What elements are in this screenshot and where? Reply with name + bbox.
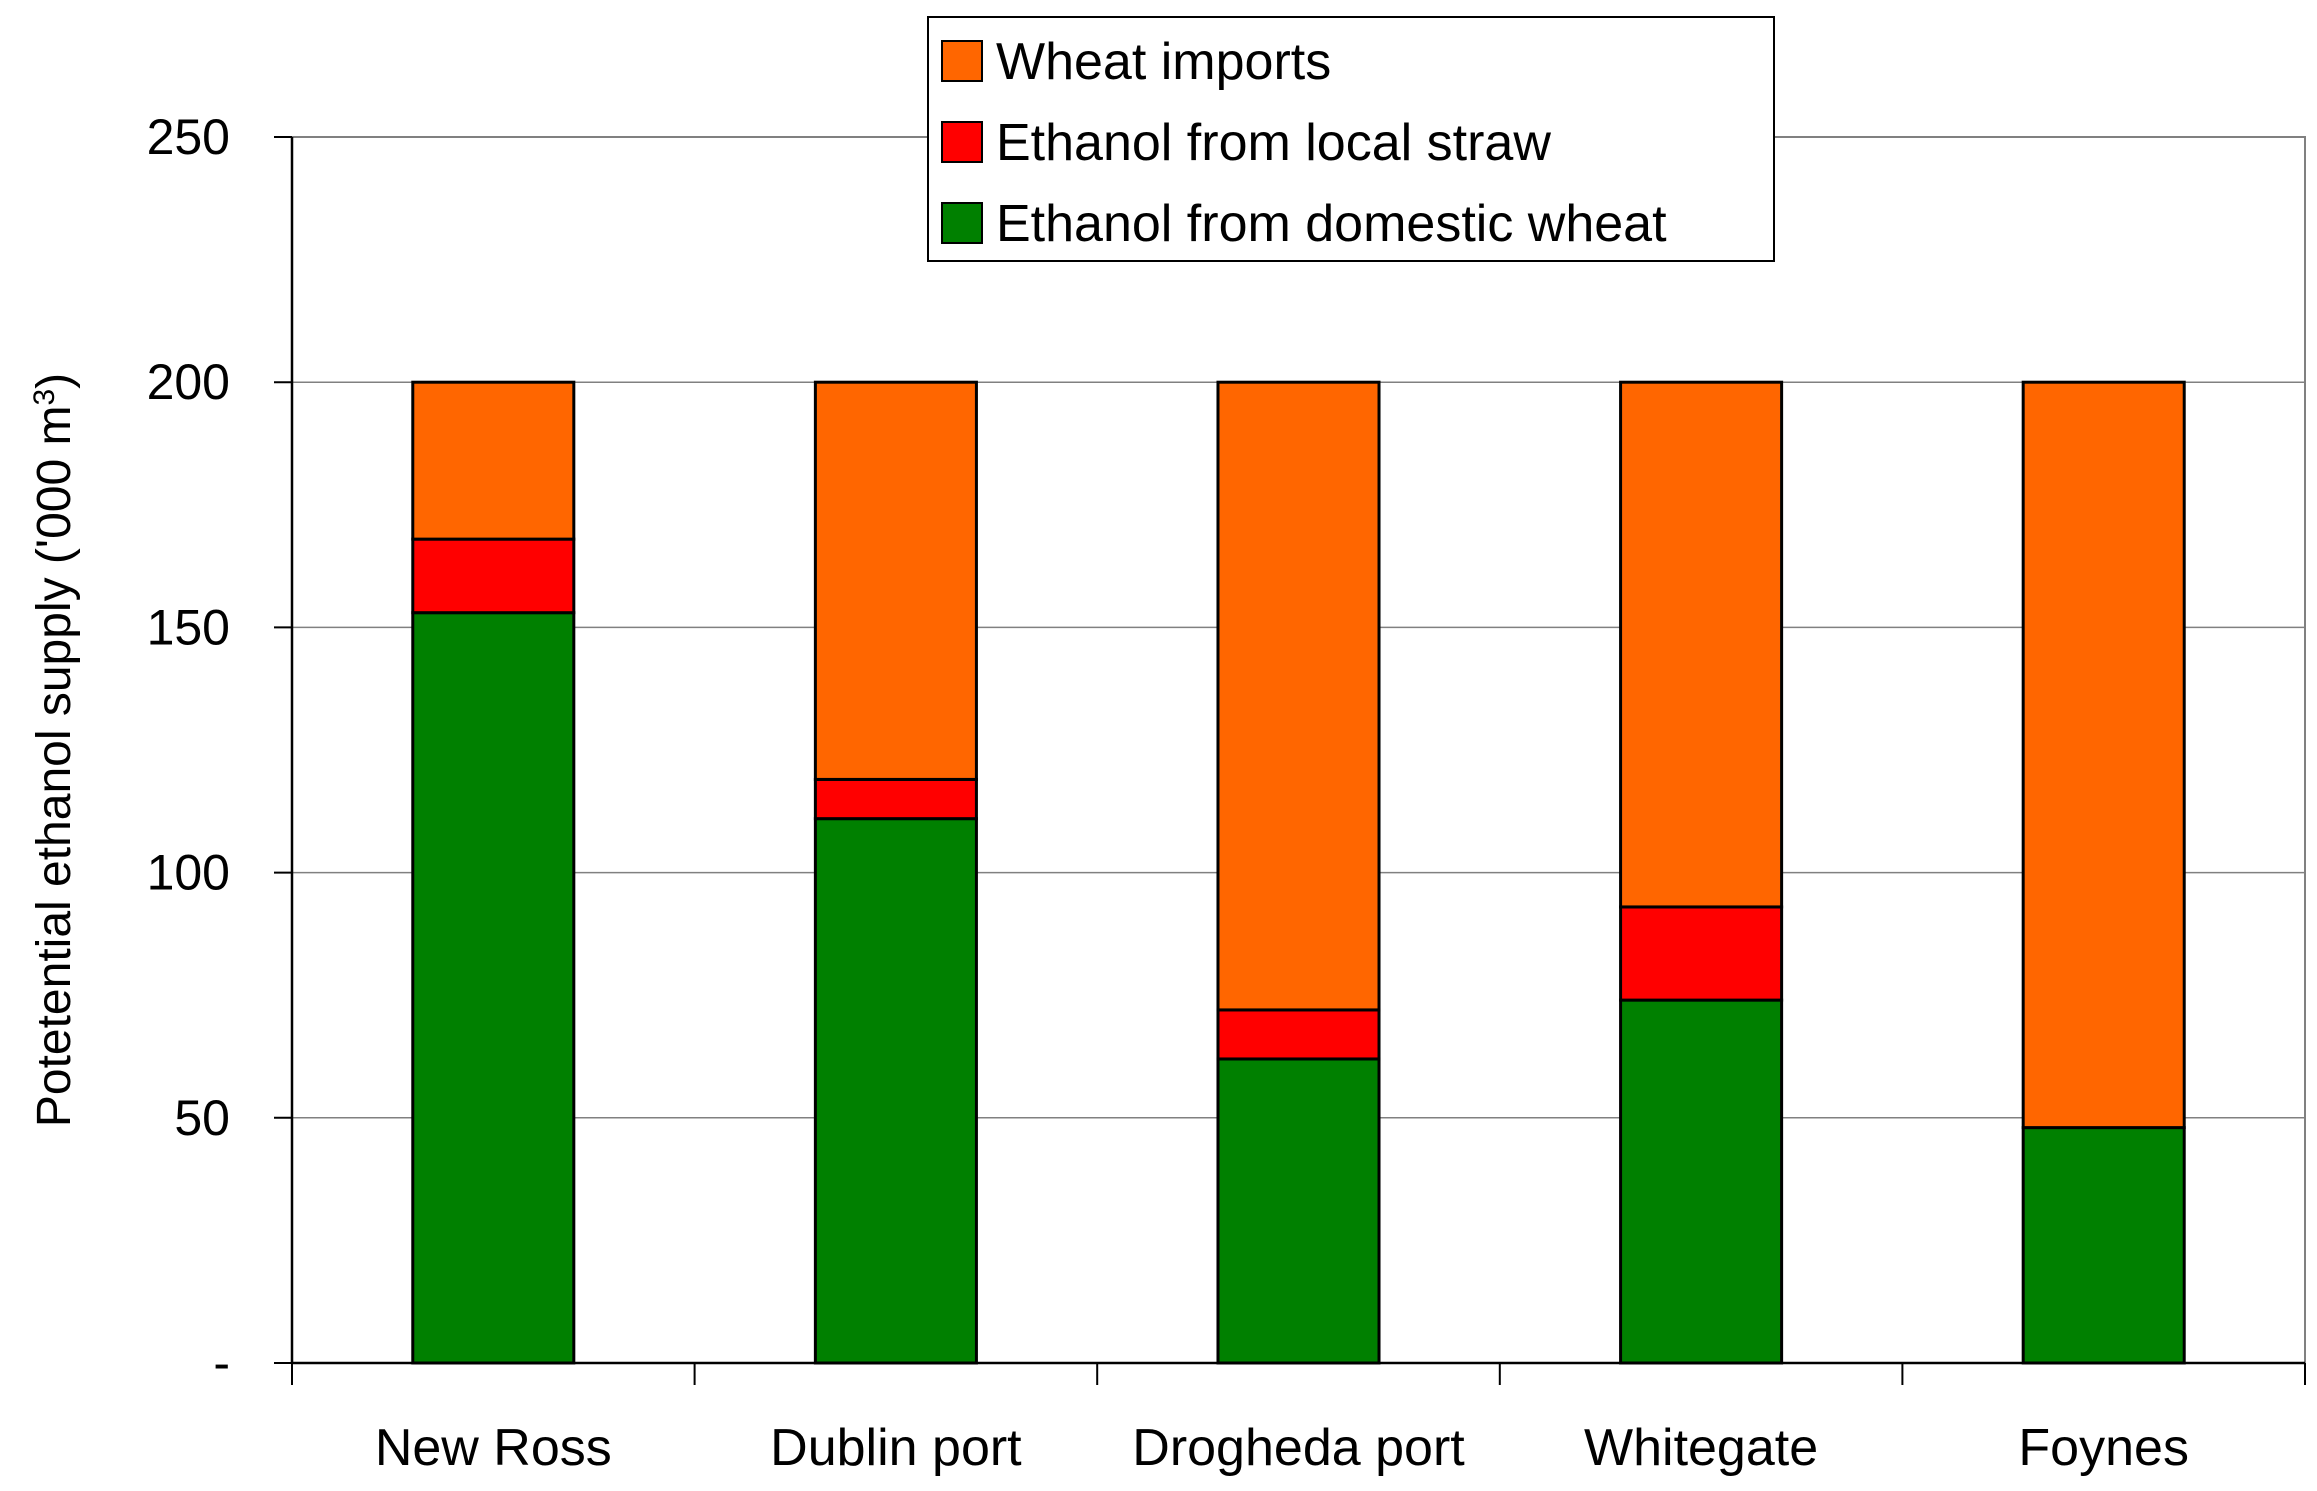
y-axis-title-main: Potetential ethanol supply ('000 m	[28, 406, 81, 1128]
bar-segment	[411, 380, 576, 541]
legend-swatch	[941, 121, 983, 163]
bar-segment	[1619, 380, 1784, 909]
x-axis: New Ross Dublin port Drogheda port Whitegat…	[291, 1361, 2306, 1477]
y-tick-label: 50	[174, 1090, 230, 1146]
x-tick-label: New Ross	[375, 1419, 612, 1477]
bar-segment	[411, 537, 576, 615]
legend-label: Ethanol from domestic wheat	[996, 195, 1667, 253]
x-tick-label: Dublin port	[770, 1419, 1022, 1477]
x-tick-label: Whitegate	[1584, 1419, 1818, 1477]
y-tick-label: 200	[147, 354, 230, 410]
bar-segment	[1619, 998, 1784, 1365]
bar-segment	[1216, 1008, 1381, 1061]
y-tick-label: 250	[147, 109, 230, 165]
x-tick-label: Foynes	[2018, 1419, 2189, 1477]
y-tick-label: -	[213, 1335, 230, 1391]
legend-label: Wheat imports	[996, 33, 1331, 91]
bar-segment	[411, 611, 576, 1365]
y-axis-title-superscript: 3	[28, 389, 61, 406]
bar-segment	[813, 817, 978, 1365]
bar-segment	[2021, 380, 2186, 1130]
y-axis-title-group: Potetential ethanol supply ('000 m3)	[28, 373, 82, 1127]
y-axis: - 50 100 150 200 250	[147, 109, 294, 1391]
legend-box	[927, 16, 1775, 262]
legend-swatch	[941, 202, 983, 244]
legend-swatch	[941, 40, 983, 82]
bars	[411, 380, 2186, 1365]
bar-segment	[1619, 905, 1784, 1002]
y-axis-title: Potetential ethanol supply ('000 m3)	[28, 373, 82, 1127]
bar-segment	[2021, 1126, 2186, 1365]
legend-label: Ethanol from local straw	[996, 114, 1551, 172]
bar-segment	[1216, 380, 1381, 1012]
bar-segment	[1216, 1057, 1381, 1365]
y-axis-title-suffix: )	[28, 373, 81, 389]
bar-segment	[813, 777, 978, 821]
y-tick-label: 100	[147, 845, 230, 901]
legend: Wheat imports Ethanol from local straw Eth…	[927, 16, 1775, 262]
x-tick-label: Drogheda port	[1132, 1419, 1465, 1477]
y-tick-label: 150	[147, 599, 230, 655]
bar-segment	[813, 380, 978, 781]
